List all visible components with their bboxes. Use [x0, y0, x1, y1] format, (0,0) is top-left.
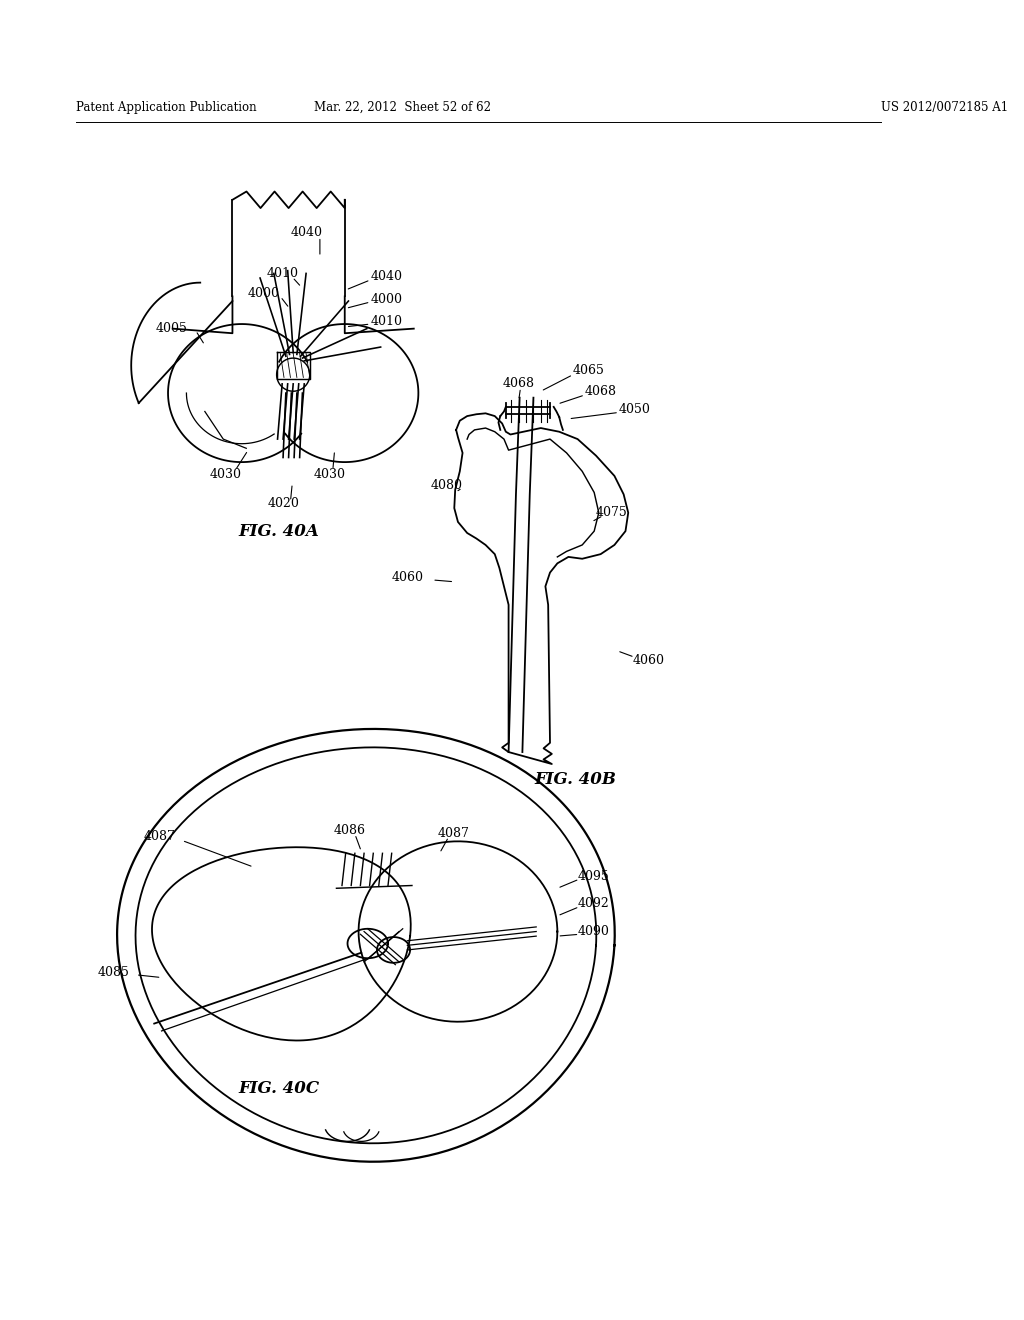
- Text: Patent Application Publication: Patent Application Publication: [76, 102, 257, 115]
- Text: US 2012/0072185 A1: US 2012/0072185 A1: [882, 102, 1009, 115]
- Text: 4005: 4005: [156, 322, 188, 335]
- Text: 4060: 4060: [633, 653, 665, 667]
- Text: 4000: 4000: [371, 293, 402, 306]
- Text: 4090: 4090: [578, 925, 609, 939]
- Text: Mar. 22, 2012  Sheet 52 of 62: Mar. 22, 2012 Sheet 52 of 62: [314, 102, 492, 115]
- Text: 4075: 4075: [596, 507, 628, 519]
- Text: 4050: 4050: [620, 403, 651, 416]
- Text: 4040: 4040: [371, 269, 402, 282]
- Text: 4030: 4030: [210, 467, 242, 480]
- Text: FIG. 40B: FIG. 40B: [535, 771, 616, 788]
- Text: 4000: 4000: [248, 288, 281, 300]
- Text: FIG. 40C: FIG. 40C: [238, 1080, 319, 1097]
- Text: 4095: 4095: [578, 870, 609, 883]
- Text: 4068: 4068: [585, 384, 617, 397]
- Text: 4087: 4087: [143, 830, 175, 843]
- Text: 4068: 4068: [502, 378, 535, 391]
- Text: 4010: 4010: [266, 267, 299, 280]
- Text: 4087: 4087: [437, 826, 470, 840]
- Text: 4086: 4086: [334, 824, 366, 837]
- Text: 4092: 4092: [578, 898, 609, 911]
- Text: FIG. 40A: FIG. 40A: [239, 523, 318, 540]
- Text: 4010: 4010: [371, 314, 402, 327]
- Text: 4020: 4020: [267, 498, 299, 510]
- Text: 4030: 4030: [313, 467, 345, 480]
- Text: 4085: 4085: [97, 966, 129, 979]
- Text: 4080: 4080: [430, 479, 463, 491]
- Text: 4065: 4065: [573, 363, 605, 376]
- Text: 4060: 4060: [392, 570, 424, 583]
- Text: 4040: 4040: [291, 227, 323, 239]
